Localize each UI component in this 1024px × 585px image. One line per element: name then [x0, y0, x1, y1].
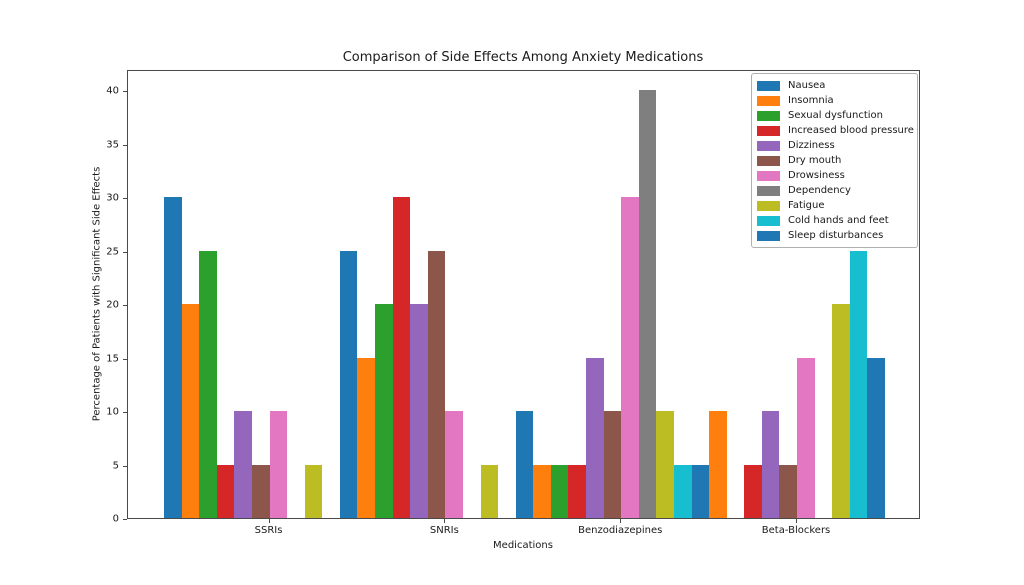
- bar-nausea-benzodiazepines: [515, 411, 534, 518]
- x-tick-label-benzodiazepines: Benzodiazepines: [578, 525, 663, 536]
- bar-fatigue-snris: [480, 464, 499, 518]
- x-tick-label-snris: SNRIs: [429, 525, 459, 536]
- bar-cold-hands-and-feet-beta-blockers: [849, 250, 868, 518]
- y-tick-label: 30: [106, 192, 119, 204]
- bar-dependency-benzodiazepines: [638, 90, 657, 518]
- x-tick-label-beta-blockers: Beta-Blockers: [761, 525, 831, 536]
- bar-sexual-dysfunction-snris: [375, 304, 393, 518]
- legend-item-dizziness: Dizziness: [757, 138, 911, 153]
- y-tick-mark: [123, 465, 127, 467]
- legend-color-swatch: [757, 230, 780, 241]
- x-axis-label: Medications: [493, 540, 553, 551]
- bar-dizziness-snris: [410, 304, 428, 518]
- legend-item-increased-blood-pressure: Increased blood pressure: [757, 123, 914, 138]
- bar-nausea-ssris: [164, 197, 182, 518]
- legend-item-label: Sleep disturbances: [788, 230, 884, 241]
- bar-increased-blood-pressure-beta-blockers: [744, 464, 762, 518]
- legend-item-label: Fatigue: [788, 200, 825, 211]
- legend: Nausea Insomnia Sexual dysfunction Increase…: [751, 73, 918, 248]
- bar-drowsiness-snris: [445, 411, 463, 518]
- legend-color-swatch: [757, 140, 780, 151]
- bar-dry-mouth-ssris: [251, 464, 270, 518]
- legend-item-cold-hands-and-feet: Cold hands and feet: [757, 213, 911, 228]
- legend-item-label: Dizziness: [788, 140, 835, 151]
- y-tick-mark: [123, 91, 127, 93]
- x-tick-mark: [268, 519, 270, 523]
- y-tick-mark: [123, 358, 127, 360]
- legend-color-swatch: [757, 185, 780, 196]
- legend-color-swatch: [757, 200, 780, 211]
- x-tick-label-ssris: SSRIs: [254, 525, 283, 536]
- legend-item-label: Dry mouth: [788, 155, 842, 166]
- bar-insomnia-ssris: [181, 304, 200, 518]
- legend-item-label: Nausea: [788, 80, 826, 91]
- x-tick-mark: [796, 519, 798, 523]
- y-axis-label: Percentage of Patients with Significant …: [91, 166, 103, 422]
- bar-drowsiness-benzodiazepines: [621, 197, 639, 518]
- legend-color-swatch: [757, 95, 780, 106]
- y-tick-mark: [123, 198, 127, 200]
- y-tick-label: 35: [106, 139, 119, 151]
- y-tick-label: 40: [106, 85, 119, 97]
- legend-color-swatch: [757, 155, 780, 166]
- y-tick-label: 15: [106, 353, 119, 365]
- bar-sexual-dysfunction-benzodiazepines: [550, 464, 569, 518]
- bar-insomnia-beta-blockers: [709, 411, 727, 518]
- legend-item-sexual-dysfunction: Sexual dysfunction: [757, 108, 911, 123]
- legend-item-label: Drowsiness: [788, 170, 845, 181]
- bar-cold-hands-and-feet-benzodiazepines: [673, 464, 692, 518]
- bar-fatigue-beta-blockers: [832, 304, 850, 518]
- y-tick-label: 0: [112, 513, 119, 525]
- y-tick-mark: [123, 144, 127, 146]
- bar-insomnia-snris: [357, 357, 376, 518]
- chart-title: Comparison of Side Effects Among Anxiety…: [342, 50, 704, 65]
- legend-color-swatch: [757, 125, 780, 136]
- bar-dizziness-beta-blockers: [761, 411, 780, 518]
- legend-color-swatch: [757, 170, 780, 181]
- bar-nausea-snris: [339, 250, 358, 518]
- y-tick-label: 10: [106, 406, 119, 418]
- bar-sleep-disturbances-beta-blockers: [867, 357, 885, 518]
- bar-dizziness-benzodiazepines: [586, 357, 604, 518]
- bar-dry-mouth-benzodiazepines: [603, 411, 622, 518]
- bar-dry-mouth-beta-blockers: [779, 464, 798, 518]
- legend-item-sleep-disturbances: Sleep disturbances: [757, 228, 911, 243]
- bar-fatigue-ssris: [304, 464, 323, 518]
- legend-item-nausea: Nausea: [757, 78, 911, 93]
- bar-drowsiness-ssris: [269, 411, 288, 518]
- bar-increased-blood-pressure-ssris: [216, 464, 235, 518]
- y-tick-mark: [123, 251, 127, 253]
- y-tick-label: 20: [106, 299, 119, 311]
- legend-item-drowsiness: Drowsiness: [757, 168, 911, 183]
- bar-sexual-dysfunction-ssris: [199, 250, 217, 518]
- bar-insomnia-benzodiazepines: [533, 464, 551, 518]
- y-tick-mark: [123, 412, 127, 414]
- legend-item-label: Dependency: [788, 185, 851, 196]
- legend-color-swatch: [757, 110, 780, 121]
- y-tick-label: 25: [106, 246, 119, 258]
- bar-dry-mouth-snris: [427, 250, 446, 518]
- legend-item-label: Sexual dysfunction: [788, 110, 883, 121]
- y-tick-mark: [123, 519, 127, 520]
- legend-color-swatch: [757, 215, 780, 226]
- bar-fatigue-benzodiazepines: [656, 411, 674, 518]
- legend-item-dry-mouth: Dry mouth: [757, 153, 911, 168]
- legend-item-label: Insomnia: [788, 95, 834, 106]
- legend-item-label: Cold hands and feet: [788, 215, 889, 226]
- bar-drowsiness-beta-blockers: [797, 357, 815, 518]
- bar-increased-blood-pressure-snris: [392, 197, 411, 518]
- legend-color-swatch: [757, 80, 780, 91]
- legend-item-dependency: Dependency: [757, 183, 911, 198]
- y-tick-mark: [123, 305, 127, 307]
- legend-item-label: Increased blood pressure: [788, 125, 914, 136]
- x-tick-mark: [620, 519, 622, 523]
- bar-increased-blood-pressure-benzodiazepines: [568, 464, 587, 518]
- y-tick-label: 5: [112, 460, 119, 472]
- bar-sleep-disturbances-benzodiazepines: [691, 464, 710, 518]
- legend-item-insomnia: Insomnia: [757, 93, 911, 108]
- x-tick-mark: [444, 519, 446, 523]
- bar-dizziness-ssris: [234, 411, 252, 518]
- legend-item-fatigue: Fatigue: [757, 198, 911, 213]
